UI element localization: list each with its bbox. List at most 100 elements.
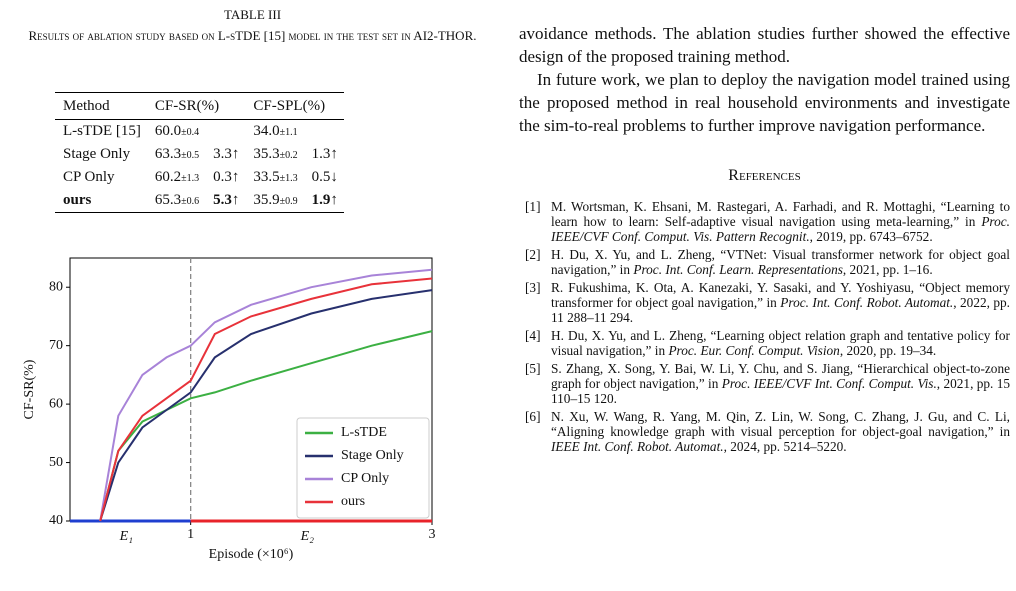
reference-text: H. Du, X. Yu, and L. Zheng, “Learning ob… [551, 328, 1010, 358]
venue: Proc. Int. Conf. Learn. Representations [633, 262, 843, 277]
legend-label: CP Only [341, 471, 389, 486]
reference-part: , 2021, pp. 15 110–15 120. [551, 376, 1011, 406]
series-line [99, 330, 433, 522]
section-heading: References [728, 167, 801, 184]
table-caption-text: Results of ablation study based on L-sTD… [28, 28, 477, 43]
text-column: avoidance methods. The ablation studies … [519, 22, 1010, 457]
method-cell: Stage Only [63, 146, 131, 162]
y-tick-label: 50 [49, 455, 63, 470]
reference-part: , 2024, pp. 5214–5220. [723, 439, 847, 454]
x-tick-label: 1 [187, 527, 194, 542]
y-tick-label: 70 [49, 338, 63, 353]
value-cell: 65.3±0.6 [146, 189, 206, 213]
reference: [6] N. Xu, W. Wang, R. Yang, M. Qin, Z. L… [519, 409, 1010, 454]
reference: [2] H. Du, X. Yu, and L. Zheng, “VTNet: V… [519, 247, 1010, 277]
mean: 65.3 [154, 192, 182, 208]
reference-part: M. Wortsman, K. Ehsani, M. Rastegari, A.… [551, 199, 1010, 229]
reference-number: [3] [525, 280, 541, 295]
reference-part: N. Xu, W. Wang, R. Yang, M. Qin, Z. Lin,… [551, 409, 1010, 439]
mean: 33.5 [253, 169, 280, 185]
mean: 35.9 [253, 192, 280, 208]
reference-text: S. Zhang, X. Song, Y. Bai, W. Li, Y. Chu… [551, 361, 1010, 406]
reference-number: [6] [525, 409, 541, 424]
reference-part: , 2020, pp. 19–34. [839, 343, 937, 358]
value-cell: 63.3±0.5 [147, 143, 205, 166]
reference-part: , 2022, pp. 11 288–11 294. [551, 295, 1011, 325]
delta: 1.3↑ [311, 146, 338, 162]
legend-label: L-sTDE [341, 425, 387, 440]
method-cell: CP Only [63, 169, 115, 185]
table-header: Method CF-SR(%) CF-SPL(%) [55, 92, 344, 120]
reference-text: R. Fukushima, K. Ota, A. Kanezaki, Y. Sa… [551, 280, 1010, 325]
std: ±1.1 [279, 127, 298, 138]
delta-cell: 0.5↓ [304, 166, 344, 189]
series-line [99, 289, 433, 522]
delta: 0.3↑ [213, 169, 240, 185]
header-cell: CF-SPL(%) [245, 92, 344, 120]
venue: Proc. Eur. Conf. Comput. Vision [668, 343, 840, 358]
table-row: Stage Only 63.3±0.5 3.3↑ 35.3±0.2 1.3↑ [55, 143, 344, 166]
legend-label: Stage Only [341, 448, 404, 463]
reference: [4] H. Du, X. Yu, and L. Zheng, “Learning… [519, 328, 1010, 358]
value-cell: 35.3±0.2 [245, 143, 303, 166]
venue: Proc. Int. Conf. Robot. Automat. [780, 295, 954, 310]
std: ±1.3 [279, 173, 298, 184]
value-cell: 33.5±1.3 [245, 166, 303, 189]
value-cell: 60.0±0.4 [147, 120, 205, 144]
x-axis-label: Episode (×10⁶) [209, 547, 294, 562]
reference-number: [2] [525, 247, 541, 262]
series-line [99, 277, 433, 522]
table-row: CP Only 60.2±1.3 0.3↑ 33.5±1.3 0.5↓ [55, 166, 344, 189]
reference-number: [5] [525, 361, 541, 376]
venue: Proc. IEEE/CVF Conf. Comput. Vis. Patter… [551, 214, 1010, 244]
delta-cell [205, 120, 245, 144]
method-cell: L-sTDE [15] [63, 123, 141, 139]
legend-box [296, 417, 430, 519]
reference-part: R. Fukushima, K. Ota, A. Kanezaki, Y. Sa… [551, 280, 1010, 310]
table-label: TABLE III [223, 7, 282, 22]
delta: 1.9↑ [311, 192, 338, 208]
reference-text: M. Wortsman, K. Ehsani, M. Rastegari, A.… [551, 199, 1010, 244]
venue: Proc. IEEE/CVF Int. Conf. Comput. Vis. [721, 376, 937, 391]
delta-cell: 3.3↑ [205, 143, 245, 166]
table-caption: TABLE III Results of ablation study base… [0, 4, 505, 46]
value-cell: 60.2±1.3 [147, 166, 205, 189]
header-cell: CF-SR(%) [146, 92, 246, 120]
reference-part: S. Zhang, X. Song, Y. Bai, W. Li, Y. Chu… [551, 361, 1010, 391]
reference: [1] M. Wortsman, K. Ehsani, M. Rastegari,… [519, 199, 1010, 244]
reference-part: , 2021, pp. 1–16. [842, 262, 933, 277]
y-tick-label: 40 [49, 513, 63, 528]
mean: 60.2 [154, 169, 182, 185]
delta-cell: 5.3↑ [205, 189, 246, 213]
header-cell: Method [55, 92, 147, 120]
paragraph: In future work, we plan to deploy the na… [519, 70, 1010, 135]
table: Method CF-SR(%) CF-SPL(%) L-sTDE [15] 60.… [55, 92, 344, 213]
table-row: ours 65.3±0.6 5.3↑ 35.9±0.9 1.9↑ [55, 189, 344, 213]
y-axis-label: CF-SR(%) [22, 359, 37, 419]
std: ±0.4 [181, 127, 200, 138]
delta-cell: 0.3↑ [205, 166, 245, 189]
venue: IEEE Int. Conf. Robot. Automat. [551, 439, 724, 454]
std: ±0.2 [279, 150, 298, 161]
legend-label: ours [341, 494, 365, 509]
reference: [3] R. Fukushima, K. Ota, A. Kanezaki, Y.… [519, 280, 1010, 325]
series-line [99, 268, 433, 522]
reference-list: [1] M. Wortsman, K. Ehsani, M. Rastegari,… [519, 199, 1010, 454]
reference-text: N. Xu, W. Wang, R. Yang, M. Qin, Z. Lin,… [551, 409, 1010, 454]
reference-part: , 2019, pp. 6743–6752. [809, 229, 933, 244]
paragraph: avoidance methods. The ablation studies … [519, 24, 1010, 66]
mean: 63.3 [154, 146, 182, 162]
phase-label: E₁ [119, 529, 133, 544]
method-cell: ours [55, 189, 147, 213]
std: ±0.5 [181, 150, 200, 161]
std: ±0.6 [181, 196, 200, 207]
delta-cell [304, 120, 344, 144]
chart: 40 50 60 70 80 1 3 CF-SR(%) Episode (×10⁶) E₁ E₂ L-… [22, 257, 436, 562]
phase-label: E₂ [300, 529, 315, 544]
table-row: L-sTDE [15] 60.0±0.4 34.0±1.1 [55, 120, 344, 144]
reference-part: H. Du, X. Yu, and L. Zheng, “Learning ob… [551, 328, 1010, 358]
y-tick-label: 60 [49, 396, 63, 411]
delta: 5.3↑ [213, 192, 240, 208]
delta-cell: 1.3↑ [304, 143, 344, 166]
